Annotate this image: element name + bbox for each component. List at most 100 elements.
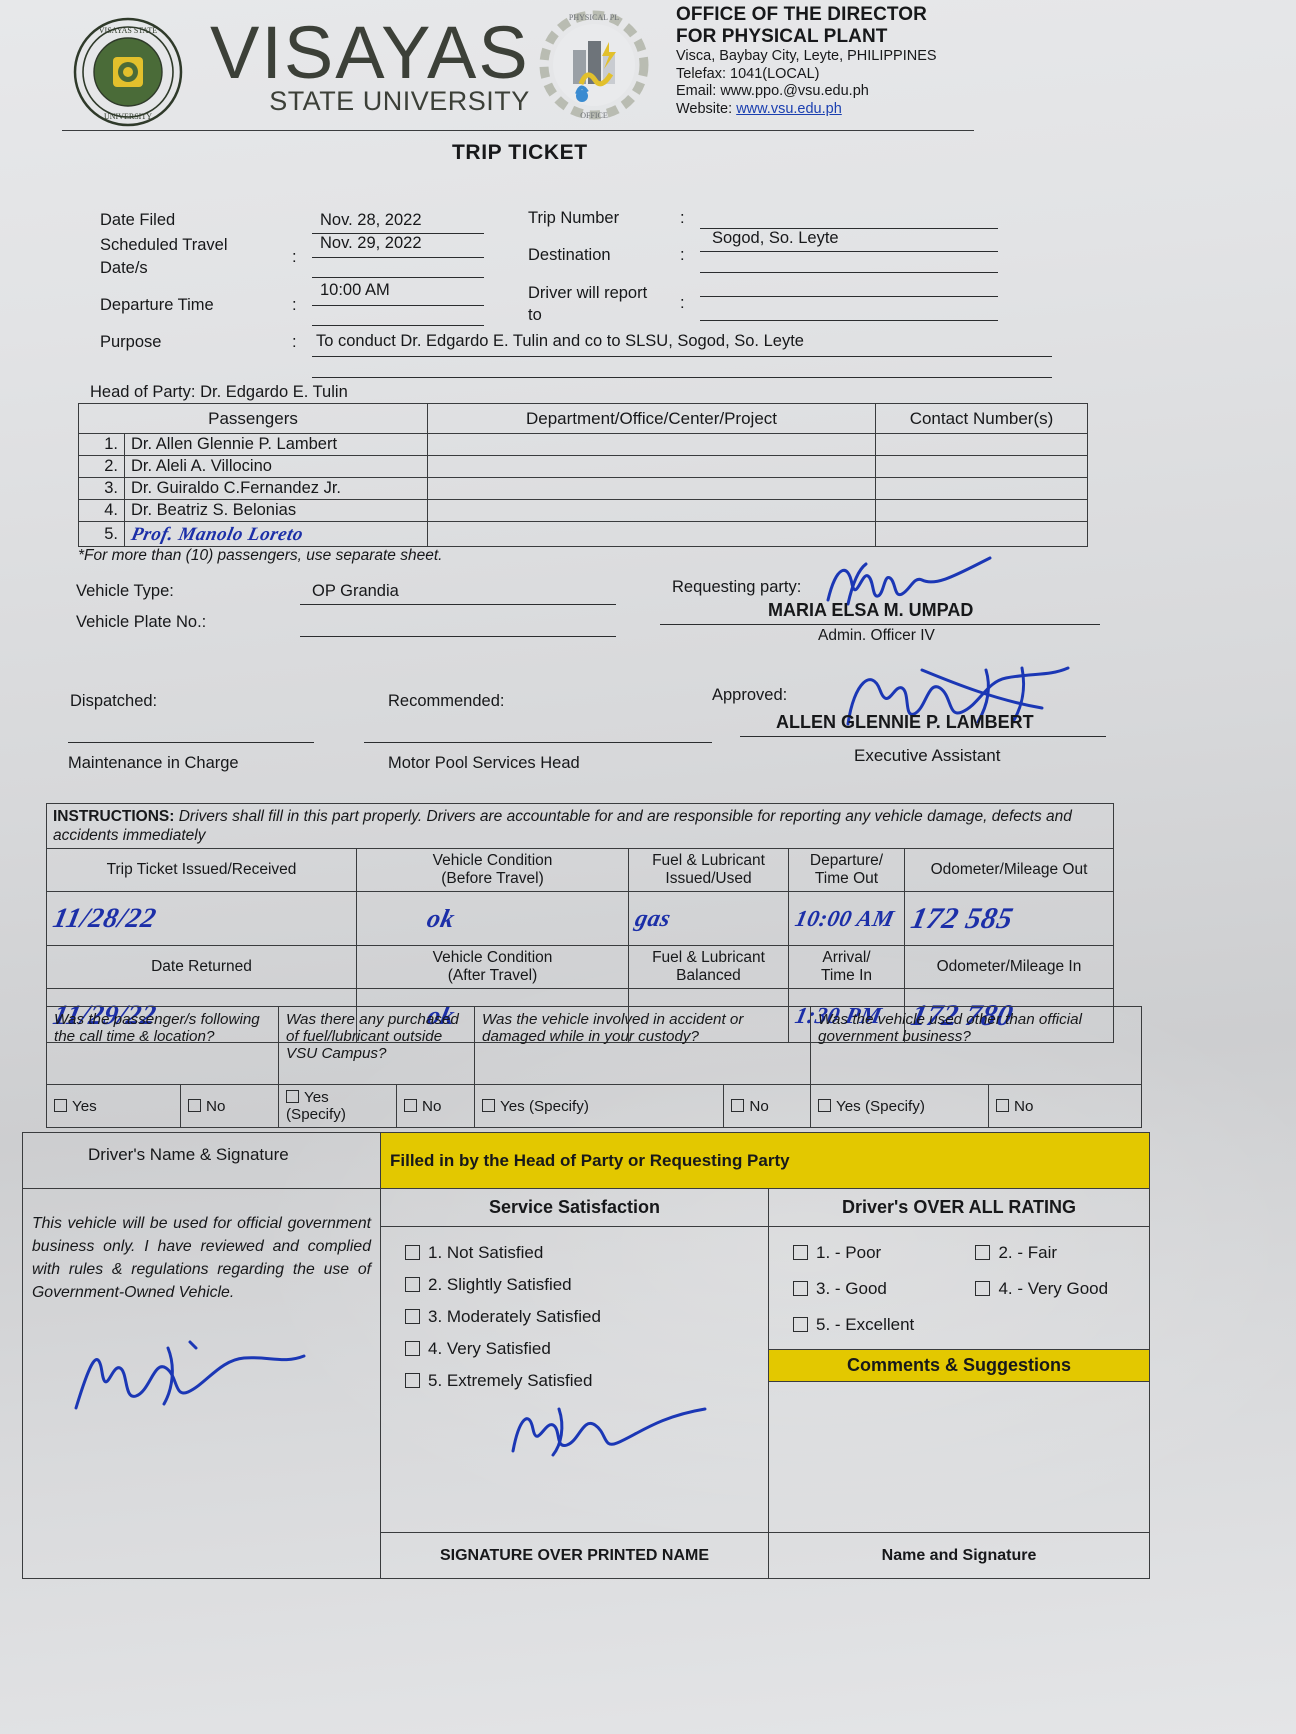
satisfaction-option-1[interactable]: 1. Not Satisfied	[395, 1237, 768, 1269]
passenger-dept[interactable]	[427, 499, 876, 522]
passenger-dept[interactable]	[427, 521, 876, 547]
rating-option-3[interactable]: 3. - Good	[783, 1273, 961, 1305]
svg-text:VISAYAS STATE: VISAYAS STATE	[99, 26, 158, 35]
satisfaction-option-2[interactable]: 2. Slightly Satisfied	[395, 1269, 768, 1301]
rule-vehicle-plate	[300, 636, 616, 637]
value-trip-ticket-issued-date[interactable]: 11/28/22	[40, 891, 363, 946]
driver-fill-table: INSTRUCTIONS: Drivers shall fill in this…	[40, 803, 1120, 1043]
hdr-vehicle-condition-after-l1: Vehicle Condition	[432, 949, 553, 966]
satisfaction-option-5[interactable]: 5. Extremely Satisfied	[395, 1365, 768, 1397]
hdr-date-returned: Date Returned	[46, 945, 357, 989]
requesting-party-position: Admin. Officer IV	[818, 627, 935, 644]
checkbox-icon[interactable]	[975, 1281, 991, 1296]
office-line-1: OFFICE OF THE DIRECTOR	[676, 4, 927, 25]
rating-option-4[interactable]: 4. - Very Good	[965, 1273, 1108, 1305]
checkbox-icon[interactable]	[404, 1098, 417, 1112]
passenger-dept[interactable]	[427, 455, 876, 478]
university-name: VISAYAS	[210, 11, 530, 94]
question-text-2: Was there any purchased of fuel/lubrican…	[278, 1006, 475, 1085]
checkbox-icon[interactable]	[405, 1245, 420, 1260]
table-row: 2. Dr. Aleli A. Villocino	[78, 455, 1088, 478]
q1-option-no[interactable]: No	[180, 1084, 279, 1128]
office-website-link[interactable]: www.vsu.edu.ph	[736, 100, 842, 117]
hdr-vehicle-condition-after: Vehicle Condition (After Travel)	[356, 945, 629, 989]
satisfaction-option-3[interactable]: 3. Moderately Satisfied	[395, 1301, 768, 1333]
passenger-name[interactable]: Dr. Aleli A. Villocino	[124, 455, 428, 478]
satisfaction-option-3-label: 3. Moderately Satisfied	[428, 1307, 601, 1326]
passenger-dept[interactable]	[427, 433, 876, 456]
checkbox-icon[interactable]	[731, 1098, 745, 1112]
questions-text-row: Was the passenger/s following the call t…	[46, 1006, 1142, 1085]
q3-option-yes[interactable]: Yes (Specify)	[473, 1084, 725, 1128]
q1-no-label: No	[206, 1097, 226, 1115]
driver-declaration-text: This vehicle will be used for official g…	[32, 1215, 371, 1301]
value-purpose[interactable]: To conduct Dr. Edgardo E. Tulin and co t…	[316, 332, 804, 350]
q2-option-yes[interactable]: Yes (Specify)	[278, 1084, 397, 1128]
driver-signature	[68, 1338, 407, 1419]
rating-option-5[interactable]: 5. - Excellent	[783, 1309, 914, 1341]
value-time-out[interactable]: 10:00 AM	[782, 891, 911, 946]
passenger-dept[interactable]	[427, 477, 876, 500]
q1-option-yes[interactable]: Yes	[46, 1084, 181, 1128]
passenger-name[interactable]: Dr. Guiraldo C.Fernandez Jr.	[124, 477, 428, 500]
label-scheduled-travel-dates: Date/s	[100, 259, 148, 277]
label-recommended: Recommended:	[388, 692, 505, 710]
rating-option-2[interactable]: 2. - Fair	[965, 1237, 1057, 1269]
checkbox-icon[interactable]	[405, 1341, 420, 1356]
label-dispatched: Dispatched:	[70, 692, 158, 710]
value-destination[interactable]: Sogod, So. Leyte	[712, 229, 839, 247]
passenger-contact[interactable]	[875, 433, 1088, 456]
head-of-party-value[interactable]: Dr. Edgardo E. Tulin	[200, 383, 348, 401]
passenger-name-handwritten[interactable]: Prof. Manolo Loreto	[121, 521, 431, 547]
rating-option-1[interactable]: 1. - Poor	[783, 1237, 961, 1269]
value-departure-time[interactable]: 10:00 AM	[320, 281, 390, 299]
driver-signature-caption: SIGNATURE OVER PRINTED NAME	[380, 1532, 769, 1579]
q4-option-no[interactable]: No	[988, 1084, 1142, 1128]
value-vehicle-type[interactable]: OP Grandia	[312, 582, 399, 600]
label-vehicle-plate: Vehicle Plate No.:	[76, 613, 207, 631]
checkbox-icon[interactable]	[482, 1098, 495, 1112]
checkbox-icon[interactable]	[818, 1098, 831, 1112]
passenger-name[interactable]: Dr. Beatriz S. Belonias	[124, 499, 428, 522]
satisfaction-option-4[interactable]: 4. Very Satisfied	[395, 1333, 768, 1365]
passenger-no: 2.	[78, 455, 125, 478]
checkbox-icon[interactable]	[975, 1245, 991, 1260]
passenger-contact[interactable]	[875, 455, 1088, 478]
section-headers-row: This vehicle will be used for official g…	[22, 1188, 1150, 1579]
checkbox-icon[interactable]	[286, 1090, 299, 1103]
checkbox-icon[interactable]	[793, 1317, 808, 1332]
value-scheduled-travel[interactable]: Nov. 29, 2022	[320, 234, 422, 252]
checkbox-icon[interactable]	[405, 1309, 420, 1324]
label-departure-time: Departure Time	[100, 296, 214, 314]
hdr-fuel-issued: Fuel & Lubricant Issued/Used	[628, 848, 789, 892]
comments-value[interactable]	[769, 1382, 1149, 1532]
driver-table-value-row-1: 11/28/22 ok gas 10:00 AM 172 585	[40, 891, 1120, 946]
checkbox-icon[interactable]	[54, 1098, 67, 1112]
value-fuel-issued[interactable]: gas	[622, 891, 795, 946]
label-purpose: Purpose	[100, 333, 162, 351]
checkbox-icon[interactable]	[405, 1277, 420, 1292]
q4-option-yes[interactable]: Yes (Specify)	[810, 1084, 989, 1128]
passenger-contact[interactable]	[875, 499, 1088, 522]
value-vehicle-condition-before[interactable]: ok	[350, 891, 635, 946]
hdr-trip-ticket-issued: Trip Ticket Issued/Received	[46, 848, 357, 892]
checkbox-icon[interactable]	[188, 1098, 201, 1112]
checkbox-icon[interactable]	[793, 1245, 808, 1260]
passenger-name[interactable]: Dr. Allen Glennie P. Lambert	[124, 433, 428, 456]
label-trip-number: Trip Number	[528, 209, 620, 227]
checkbox-icon[interactable]	[793, 1281, 808, 1296]
value-date-filed[interactable]: Nov. 28, 2022	[320, 211, 422, 229]
office-website-row: Website: www.vsu.edu.ph	[676, 101, 976, 119]
checkbox-icon[interactable]	[996, 1098, 1009, 1112]
q3-option-no[interactable]: No	[723, 1084, 811, 1128]
checkbox-icon[interactable]	[405, 1373, 420, 1388]
overall-rating-cell: 1. - Poor 2. - Fair 3. - Good 4. - Very …	[768, 1226, 1150, 1533]
value-odometer-out[interactable]: 172 585	[898, 891, 1120, 946]
passenger-contact[interactable]	[875, 521, 1088, 547]
passengers-footnote: *For more than (10) passengers, use sepa…	[78, 547, 443, 564]
colon-trip-number: :	[680, 209, 685, 227]
rule-requesting-party	[660, 624, 1100, 625]
label-vehicle-type: Vehicle Type:	[76, 582, 174, 600]
passenger-contact[interactable]	[875, 477, 1088, 500]
q2-option-no[interactable]: No	[396, 1084, 475, 1128]
